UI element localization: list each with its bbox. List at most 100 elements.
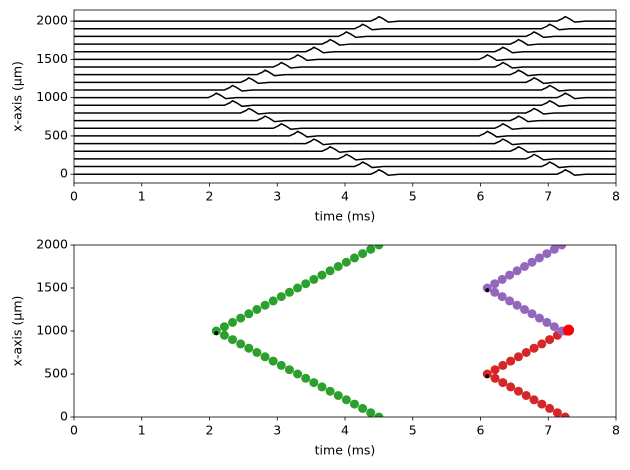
- axes-frame: [73, 244, 617, 418]
- point: [228, 317, 238, 327]
- x-tick-label: 4: [341, 189, 349, 204]
- x-tick-label: 3: [273, 189, 281, 204]
- point: [520, 305, 530, 314]
- point: [563, 324, 575, 336]
- point: [545, 403, 555, 413]
- y-tick-label: 0: [60, 166, 68, 181]
- x-tick-label: 4: [341, 423, 349, 438]
- y-tick-label: 1000: [36, 323, 68, 338]
- trace: [74, 168, 616, 176]
- point: [341, 395, 351, 405]
- point: [490, 287, 500, 297]
- plot-area: [74, 15, 616, 176]
- point: [482, 283, 492, 293]
- plot-area: [211, 245, 575, 417]
- trace: [74, 138, 616, 146]
- point: [244, 309, 254, 319]
- point: [276, 360, 286, 370]
- point: [485, 288, 490, 293]
- trace: [74, 76, 616, 85]
- point: [374, 412, 384, 417]
- y-tick-label: 1500: [36, 51, 68, 66]
- point: [512, 300, 522, 310]
- point: [542, 317, 552, 327]
- point: [341, 257, 351, 267]
- trace: [74, 92, 616, 100]
- point: [349, 399, 359, 409]
- trace: [74, 53, 616, 62]
- trace: [74, 130, 616, 138]
- trace: [74, 99, 616, 108]
- trace: [74, 15, 616, 23]
- point: [366, 408, 376, 417]
- point: [534, 313, 544, 323]
- point: [317, 270, 327, 280]
- point: [490, 365, 500, 375]
- point: [557, 245, 567, 250]
- point: [228, 335, 238, 345]
- point: [276, 292, 286, 302]
- point: [374, 245, 384, 250]
- trace: [74, 153, 616, 161]
- x-tick-label: 1: [138, 423, 146, 438]
- point: [521, 348, 531, 357]
- y-tick-label: 0: [60, 409, 68, 424]
- point: [505, 270, 515, 280]
- point: [309, 378, 319, 388]
- point: [498, 360, 508, 370]
- point: [219, 330, 229, 340]
- point: [512, 266, 522, 276]
- y-tick-label: 1500: [36, 280, 68, 295]
- point: [333, 262, 343, 271]
- trace: [74, 107, 616, 115]
- y-tick-label: 500: [44, 127, 68, 142]
- x-tick-label: 5: [409, 189, 417, 204]
- point: [490, 373, 500, 383]
- point: [366, 245, 376, 254]
- trace: [74, 84, 616, 92]
- point: [485, 374, 490, 379]
- point: [293, 369, 303, 379]
- point: [260, 300, 270, 310]
- point: [537, 399, 547, 409]
- x-axis-label: time (ms): [315, 209, 376, 224]
- point: [513, 386, 523, 396]
- point: [349, 253, 359, 263]
- point: [358, 403, 368, 413]
- point: [545, 335, 555, 345]
- point: [358, 249, 368, 259]
- point: [520, 262, 530, 271]
- x-tick-label: 1: [138, 189, 146, 204]
- point: [542, 249, 552, 259]
- trace: [74, 161, 616, 169]
- point: [252, 348, 262, 357]
- point: [490, 279, 500, 289]
- point: [309, 274, 319, 284]
- x-tick-label: 0: [70, 423, 78, 438]
- x-tick-label: 7: [544, 423, 552, 438]
- y-tick-label: 2000: [36, 13, 68, 28]
- x-tick-label: 6: [477, 189, 485, 204]
- x-tick-label: 2: [206, 189, 214, 204]
- point: [549, 322, 559, 332]
- point: [560, 412, 570, 417]
- x-tick-label: 2: [206, 423, 214, 438]
- point: [325, 386, 335, 396]
- point: [219, 322, 229, 332]
- trace: [74, 38, 616, 46]
- y-axis-label: x-axis (µm): [10, 61, 25, 132]
- point: [513, 352, 523, 362]
- point: [505, 296, 515, 306]
- point: [498, 378, 508, 388]
- y-tick-label: 2000: [36, 237, 68, 252]
- trace: [74, 145, 616, 154]
- point: [284, 287, 294, 297]
- point: [552, 408, 562, 417]
- point: [301, 279, 311, 289]
- x-tick-label: 8: [612, 189, 620, 204]
- point: [236, 313, 246, 323]
- point: [268, 296, 278, 306]
- x-tick-label: 0: [70, 189, 78, 204]
- point: [482, 369, 492, 379]
